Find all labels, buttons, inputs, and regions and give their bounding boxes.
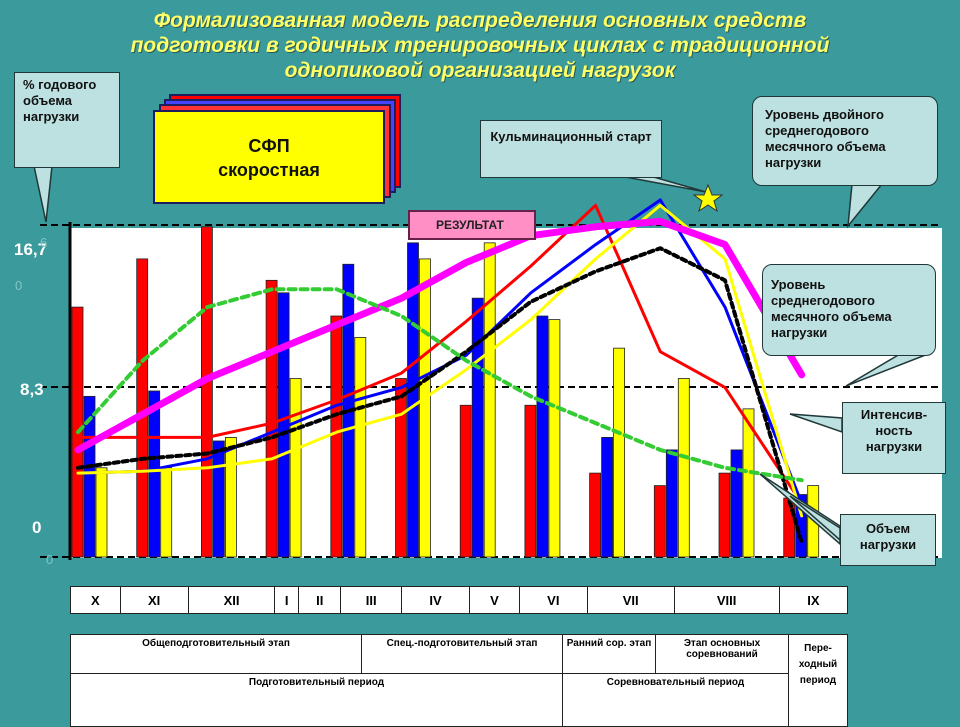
month-cell: VII	[586, 586, 675, 614]
bar-red-VII	[653, 485, 666, 558]
y-sup-top-2: 0	[15, 278, 23, 293]
sfp-line-2: скоростная	[218, 160, 320, 180]
result-label: РЕЗУЛЬТАТ	[408, 210, 536, 240]
double-level-callout: Уровень двойного среднегодового месячног…	[752, 96, 938, 186]
bar-yellow-VII	[677, 378, 690, 558]
stage-early: Ранний сор. этап	[562, 634, 656, 674]
bar-red-IV	[459, 404, 472, 558]
bar-blue-VII	[665, 449, 678, 558]
line-yellow	[76, 203, 804, 518]
month-cell: III	[340, 586, 402, 614]
month-cell: I	[274, 586, 300, 614]
bar-yellow-III	[419, 258, 431, 558]
page-title: Формализованная модель распределения осн…	[60, 8, 900, 83]
title-line-1: Формализованная модель распределения осн…	[153, 9, 807, 32]
bar-blue-III	[407, 242, 419, 558]
lines-group	[74, 198, 806, 545]
month-cell: VI	[518, 586, 588, 614]
months-row: X XI XII I II III IV V VI VII VIII IX	[70, 586, 849, 614]
star-icon	[692, 183, 724, 213]
bar-blue-X	[83, 395, 96, 558]
y-sup-top: 6	[40, 235, 48, 250]
bar-red-II	[330, 315, 343, 558]
stage-special: Спец.-подготовительный этап	[361, 634, 563, 674]
periods-table: Общеподготовительный этап Спец.-подготов…	[70, 634, 848, 727]
sfp-line-1: СФП	[248, 136, 290, 156]
ylabel-callout: % годового объема нагрузки	[14, 72, 120, 168]
month-cell: XII	[187, 586, 276, 614]
bar-red-I	[265, 279, 278, 558]
bar-red-XII	[200, 226, 213, 558]
line-red	[76, 203, 804, 505]
volume-callout: Объем нагрузки	[840, 514, 936, 566]
line-magenta-result	[74, 217, 806, 454]
title-line-2: подготовки в годичных тренировочных цикл…	[130, 34, 830, 57]
bar-blue-IV	[471, 297, 484, 558]
bar-blue-XII	[212, 440, 225, 558]
bar-red-V	[524, 404, 537, 558]
y-label-zero: 0	[32, 518, 42, 537]
periods-row: Подготовительный период Соревновательный…	[70, 673, 848, 727]
month-cell: XI	[119, 586, 189, 614]
bar-red-VIII	[718, 472, 731, 558]
double-level-callout-tail	[847, 183, 884, 229]
stage-general: Общеподготовительный этап	[70, 634, 362, 674]
bar-yellow-II	[354, 337, 367, 558]
bar-yellow-I	[289, 378, 302, 558]
bar-yellow-X	[95, 467, 108, 558]
culmination-callout: Кульминационный старт	[480, 120, 662, 178]
culmination-callout-tail	[619, 175, 707, 193]
bar-blue-V	[536, 315, 549, 558]
month-cell: IV	[400, 586, 471, 614]
bar-yellow-VI	[613, 347, 625, 558]
months-table: X XI XII I II III IV V VI VII VIII IX	[70, 586, 849, 614]
y-label-mid: 8,3	[20, 380, 44, 399]
intensity-callout: Интенсив-ность нагрузки	[842, 402, 946, 474]
bar-blue-XI	[148, 390, 161, 558]
stages-row: Общеподготовительный этап Спец.-подготов…	[70, 634, 848, 727]
ylabel-callout-tail	[33, 165, 53, 223]
bar-red-III	[395, 378, 407, 558]
bar-blue-VIII	[730, 449, 743, 558]
bar-yellow-IV	[483, 242, 496, 558]
line-green-dotted	[76, 287, 804, 483]
month-cell: II	[298, 586, 342, 614]
line-black-dotted	[76, 246, 804, 545]
period-preparatory: Подготовительный период	[70, 673, 563, 727]
period-competitive: Соревновательный период	[562, 673, 789, 727]
bar-yellow-VIII	[742, 408, 755, 558]
stage-transition: Пере-ходный период	[788, 634, 848, 727]
month-cell: V	[469, 586, 520, 614]
bar-yellow-V	[548, 319, 561, 558]
stage-main: Этап основных соревнований	[655, 634, 789, 674]
bar-blue-IX	[795, 494, 808, 558]
y-sup-zero: 0	[46, 552, 54, 567]
month-cell: X	[70, 586, 121, 614]
y-label-top: 16,7	[14, 240, 48, 259]
bar-yellow-XII	[224, 437, 237, 558]
title-line-3: однопиковой организацией нагрузок	[284, 59, 676, 82]
bar-blue-VI	[601, 437, 613, 558]
line-blue	[76, 198, 804, 505]
month-cell: IX	[778, 586, 849, 614]
bar-yellow-XI	[160, 467, 173, 558]
month-cell: VIII	[673, 586, 780, 614]
bar-red-VI	[589, 472, 601, 558]
sfp-card: СФП скоростная	[153, 110, 385, 204]
bar-red-XI	[136, 258, 149, 558]
avg-level-callout: Уровень среднегодового месячного объема …	[762, 264, 936, 356]
